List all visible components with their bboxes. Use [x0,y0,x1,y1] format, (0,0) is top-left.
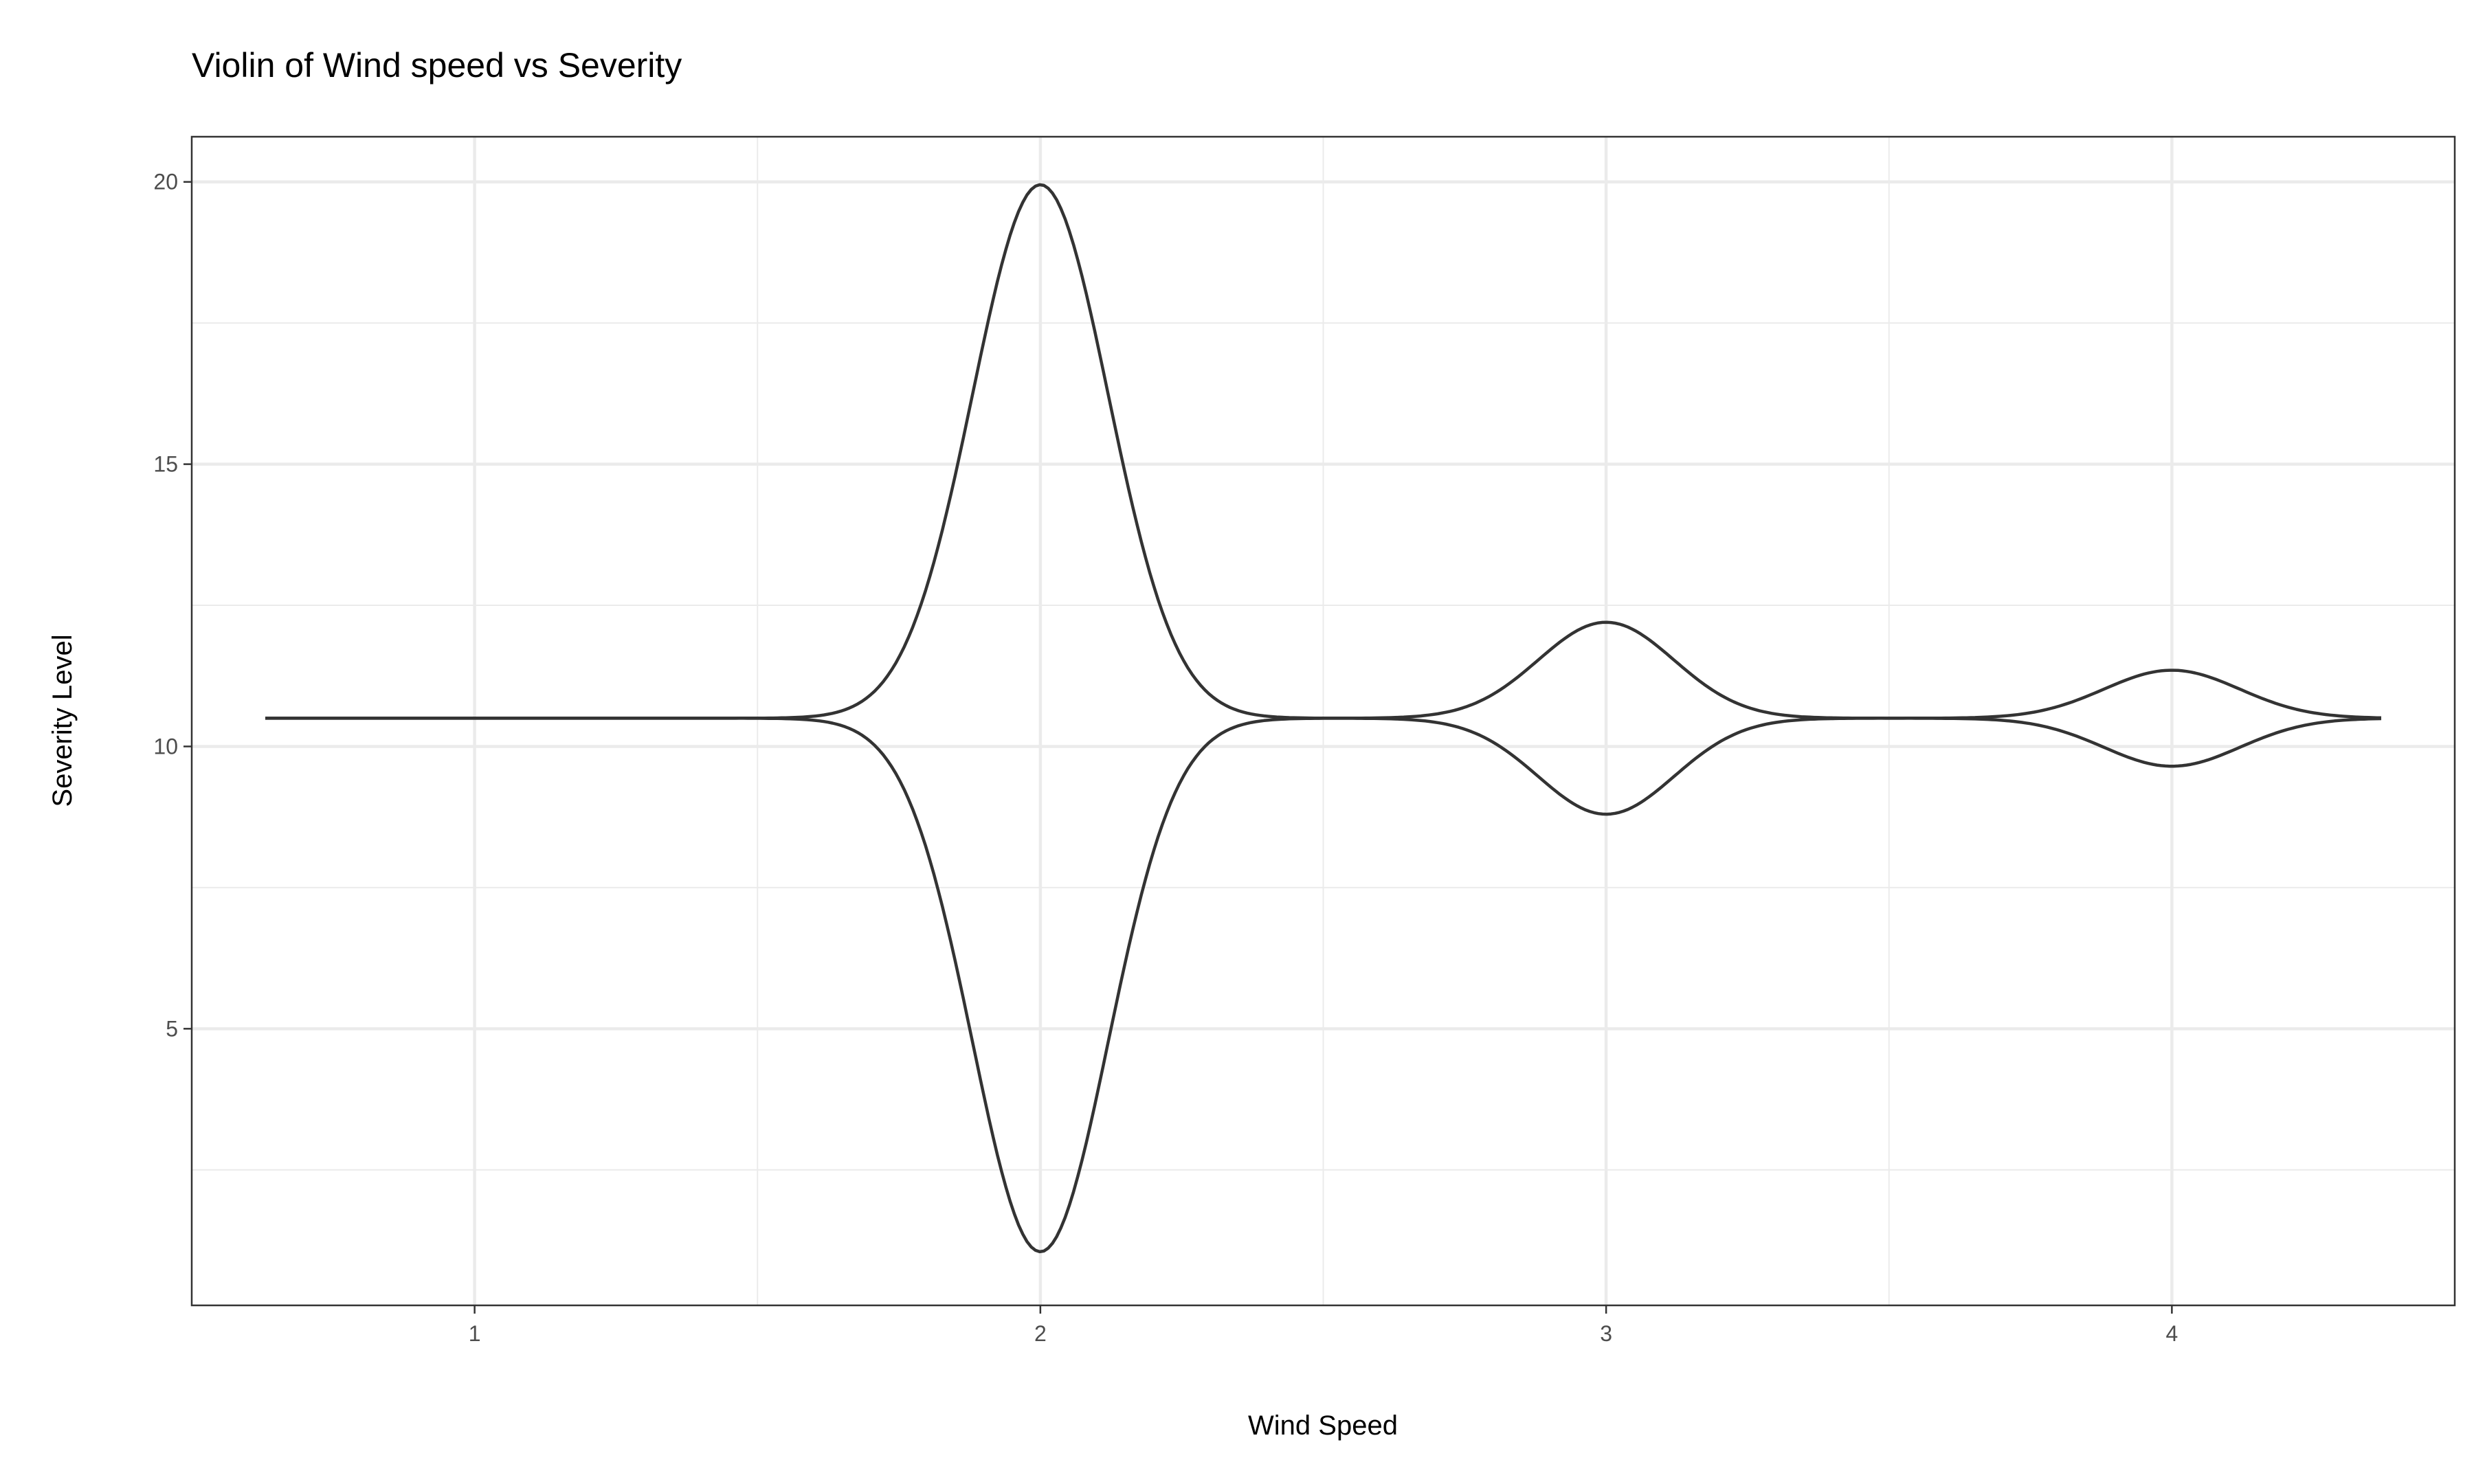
y-axis-title: Severity Level [47,634,78,807]
violin-layer [265,183,2382,1254]
x-tick-label: 4 [2165,1321,2178,1346]
x-axis-title: Wind Speed [1248,1410,1398,1441]
grid [192,137,2455,1305]
y-tick-label: 15 [153,452,178,477]
y-tick-label: 20 [153,170,178,194]
x-tick-label: 1 [469,1321,481,1346]
chart-title: Violin of Wind speed vs Severity [192,46,682,85]
x-tick-label: 3 [1600,1321,1612,1346]
violin-lower-outline [265,717,2382,1254]
x-axis: 1 2 3 4 [469,1305,2178,1346]
plot-panel-border [190,135,2456,1307]
y-axis: 5 10 15 20 [153,170,192,1041]
y-tick-label: 10 [153,734,178,758]
x-tick-label: 2 [1034,1321,1047,1346]
y-tick-label: 5 [166,1016,178,1041]
